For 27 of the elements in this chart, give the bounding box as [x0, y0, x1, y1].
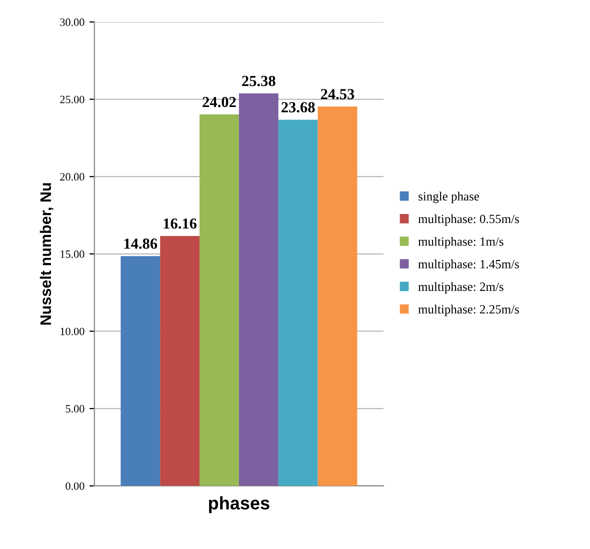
- bar: [120, 256, 160, 486]
- data-label: 24.53: [320, 89, 354, 100]
- legend-label: multiphase: 1.45m/s: [418, 260, 519, 271]
- data-label: 14.86: [124, 238, 158, 249]
- legend-label: multiphase: 1m/s: [418, 236, 504, 248]
- y-tick-label: 0.00: [66, 482, 84, 490]
- y-tick-label: 5.00: [66, 405, 84, 413]
- bar: [318, 106, 358, 486]
- legend-label: multiphase: 2m/s: [418, 282, 504, 294]
- bar: [160, 236, 200, 486]
- legend-label: multiphase: 2.25m/s: [418, 304, 519, 316]
- y-tick-label: 10.00: [60, 328, 84, 336]
- y-tick-label: 25.00: [60, 96, 84, 104]
- data-label: 23.68: [282, 102, 315, 112]
- bar: [200, 114, 239, 486]
- x-axis-title: phases: [209, 496, 270, 514]
- bar: [278, 120, 318, 486]
- legend-label: single phase: [418, 192, 480, 204]
- y-tick-label: 20.00: [60, 173, 84, 181]
- y-axis-title: Nusselt number, Nu: [40, 183, 54, 325]
- y-tick-label: 15.00: [60, 250, 84, 258]
- data-label: 24.02: [202, 96, 236, 108]
- data-label: 25.38: [242, 76, 276, 86]
- data-label: 16.16: [164, 218, 197, 229]
- bar: [238, 93, 278, 486]
- legend-label: multiphase: 0.55m/s: [418, 214, 519, 226]
- y-tick-label: 30.00: [60, 18, 84, 26]
